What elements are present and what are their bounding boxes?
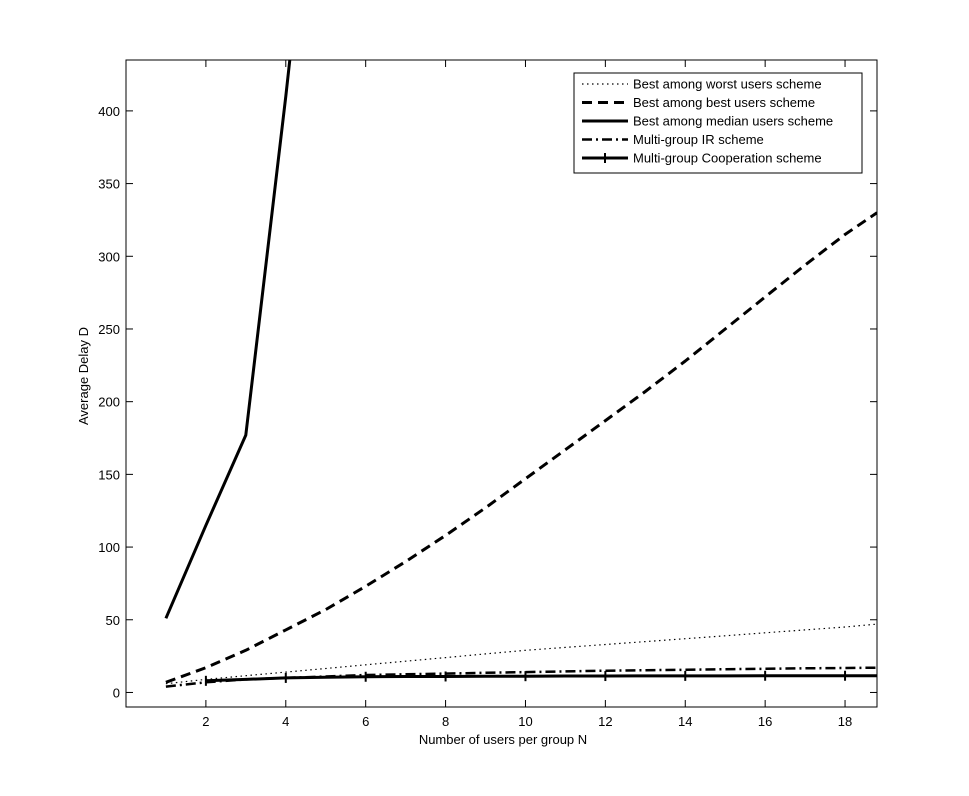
legend-label: Best among median users scheme bbox=[633, 114, 833, 129]
series-line-1 bbox=[165, 623, 877, 685]
series-line-5 bbox=[205, 674, 877, 683]
plot-area-border bbox=[125, 59, 878, 708]
y-axis-label: Average Delay D bbox=[76, 327, 91, 425]
legend-label: Multi-group IR scheme bbox=[633, 132, 764, 147]
x-tick-label: 18 bbox=[838, 714, 852, 729]
legend-label: Best among worst users scheme bbox=[633, 77, 822, 92]
x-tick-label: 10 bbox=[518, 714, 532, 729]
y-tick-label: 100 bbox=[98, 540, 120, 555]
x-tick-label: 4 bbox=[282, 714, 289, 729]
axis-ticks: 2 4 6 8 10 12 14 16 18 0 50 100 150 200 250 300 350 400 bbox=[98, 60, 877, 729]
x-tick-label: 12 bbox=[598, 714, 612, 729]
y-tick-label: 300 bbox=[98, 249, 120, 264]
series-line-3 bbox=[164, 60, 292, 619]
x-tick-label: 16 bbox=[758, 714, 772, 729]
x-tick-label: 2 bbox=[202, 714, 209, 729]
x-tick-label: 8 bbox=[442, 714, 449, 729]
legend-box bbox=[573, 72, 863, 174]
y-tick-label: 350 bbox=[98, 177, 120, 192]
legend-label: Best among best users scheme bbox=[633, 95, 815, 110]
series-lines bbox=[164, 60, 877, 688]
plot-frame bbox=[125, 59, 878, 708]
series-line-2 bbox=[165, 211, 877, 684]
legend-label: Multi-group Cooperation scheme bbox=[633, 151, 822, 166]
y-tick-label: 0 bbox=[113, 685, 120, 700]
y-tick-label: 150 bbox=[98, 467, 120, 482]
x-axis-label: Number of users per group N bbox=[419, 732, 587, 747]
x-tick-label: 14 bbox=[678, 714, 692, 729]
legend: Best among worst users scheme Best among … bbox=[573, 72, 863, 174]
y-tick-label: 400 bbox=[98, 104, 120, 119]
y-tick-label: 250 bbox=[98, 322, 120, 337]
y-tick-label: 50 bbox=[106, 613, 120, 628]
x-tick-label: 6 bbox=[362, 714, 369, 729]
y-tick-label: 200 bbox=[98, 395, 120, 410]
